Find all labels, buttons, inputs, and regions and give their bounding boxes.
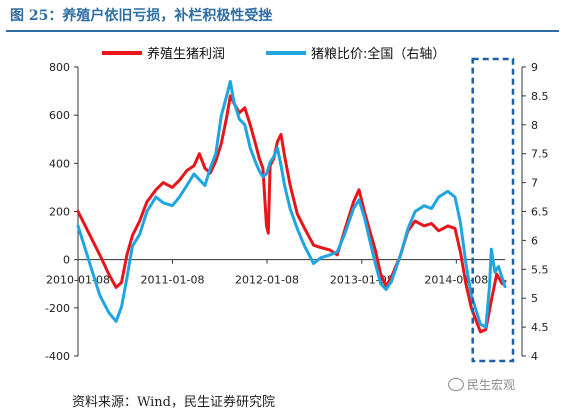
- y-right-tick-label: 4: [531, 350, 538, 363]
- series-line-pig-profit: [76, 94, 507, 334]
- legend-label: 养殖生猪利润: [147, 46, 225, 62]
- x-tick-label: 2011-01-08: [141, 274, 205, 287]
- highlight-dashed-box: [471, 57, 515, 363]
- x-tick-label: 2014-01-08: [424, 274, 488, 287]
- y-right-tick-label: 4.5: [531, 321, 549, 334]
- series-layer: [76, 79, 507, 334]
- chat-bubble-icon: [448, 378, 464, 391]
- y-right-tick-label: 9: [531, 61, 538, 74]
- x-tick-label: 2010-01-08: [46, 274, 110, 287]
- y-left-tick-label: 200: [49, 206, 70, 219]
- series-line-hog-grain-ratio: [76, 79, 507, 329]
- y-right-tick-label: 7: [531, 177, 538, 190]
- y-left-tick-label: -400: [45, 350, 70, 363]
- y-right-tick-label: 5.5: [531, 263, 549, 276]
- watermark-text: 民生宏观: [467, 378, 516, 392]
- y-right-tick-label: 7.5: [531, 148, 549, 161]
- y-left-tick-label: 800: [49, 61, 70, 74]
- y-left-tick-label: 600: [49, 109, 70, 122]
- y-right-tick-label: 5: [531, 292, 538, 305]
- y-right-tick-label: 8: [531, 119, 538, 132]
- watermark: 民生宏观: [448, 376, 515, 393]
- y-right-tick-label: 8.5: [531, 90, 549, 103]
- legend: 养殖生猪利润 猪粮比价:全国（右轴）: [102, 46, 445, 62]
- source-note: 资料来源：Wind，民生证券研究院: [72, 395, 275, 410]
- axis-layer: -400 -200 0 200 400 600 800 4 4.5 5 5.5 6 6.5 7 7.5 8 8.…: [45, 61, 548, 363]
- annotation-layer: [471, 57, 515, 363]
- y-left-tick-label: -200: [45, 302, 70, 315]
- figure-title: 图 25：养殖户依旧亏损，补栏积极性受挫: [10, 8, 273, 24]
- legend-label: 猪粮比价:全国（右轴）: [311, 46, 445, 62]
- x-tick-label: 2012-01-08: [235, 274, 299, 287]
- title-divider: [6, 30, 559, 32]
- y-left-tick-label: 400: [49, 157, 70, 170]
- y-left-tick-label: 0: [63, 254, 70, 267]
- y-right-tick-label: 6: [531, 234, 538, 247]
- y-right-tick-label: 6.5: [531, 206, 549, 219]
